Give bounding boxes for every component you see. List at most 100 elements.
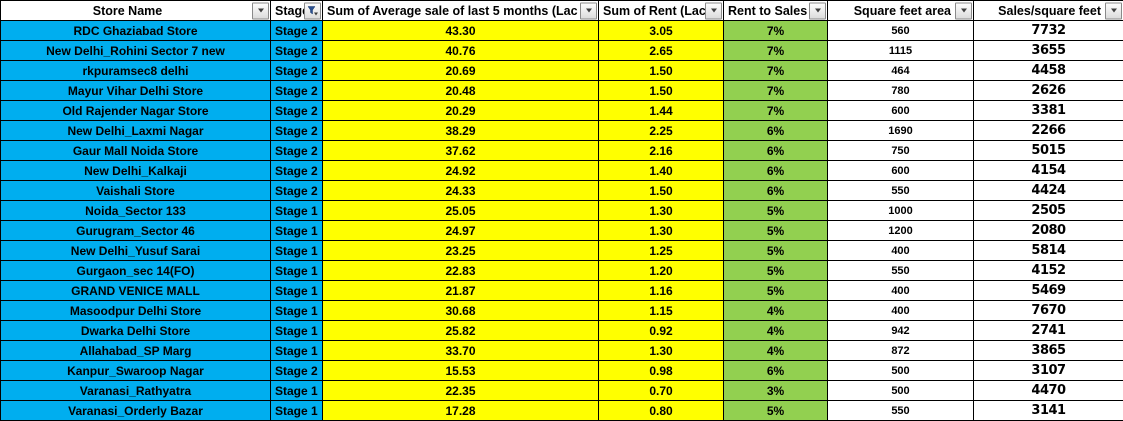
store-name-cell[interactable]: New Delhi_Rohini Sector 7 new <box>0 40 271 61</box>
square-feet-cell[interactable]: 942 <box>827 320 974 341</box>
avg-sale-cell[interactable]: 17.28 <box>322 400 599 421</box>
stage-cell[interactable]: Stage 2 <box>270 40 323 61</box>
avg-sale-cell[interactable]: 20.29 <box>322 100 599 121</box>
rent-to-sales-cell[interactable]: 4% <box>723 300 828 321</box>
rent-cell[interactable]: 1.50 <box>598 80 724 101</box>
rent-to-sales-cell[interactable]: 6% <box>723 160 828 181</box>
rent-cell[interactable]: 1.30 <box>598 340 724 361</box>
rent-cell[interactable]: 1.40 <box>598 160 724 181</box>
square-feet-cell[interactable]: 400 <box>827 240 974 261</box>
sales-per-sqft-cell[interactable]: 2080 <box>973 220 1123 241</box>
avg-sale-cell[interactable]: 37.62 <box>322 140 599 161</box>
rent-cell[interactable]: 2.16 <box>598 140 724 161</box>
rent-to-sales-cell[interactable]: 7% <box>723 60 828 81</box>
square-feet-cell[interactable]: 550 <box>827 180 974 201</box>
rent-cell[interactable]: 1.30 <box>598 220 724 241</box>
avg-sale-cell[interactable]: 24.33 <box>322 180 599 201</box>
stage-cell[interactable]: Stage 2 <box>270 60 323 81</box>
stage-cell[interactable]: Stage 2 <box>270 180 323 201</box>
store-name-cell[interactable]: Vaishali Store <box>0 180 271 201</box>
rent-cell[interactable]: 1.16 <box>598 280 724 301</box>
avg-sale-cell[interactable]: 30.68 <box>322 300 599 321</box>
rent-to-sales-cell[interactable]: 5% <box>723 260 828 281</box>
rent-to-sales-cell[interactable]: 7% <box>723 80 828 101</box>
store-name-cell[interactable]: Gurugram_Sector 46 <box>0 220 271 241</box>
store-name-cell[interactable]: Allahabad_SP Marg <box>0 340 271 361</box>
square-feet-cell[interactable]: 872 <box>827 340 974 361</box>
store-name-cell[interactable]: Mayur Vihar Delhi Store <box>0 80 271 101</box>
sales-per-sqft-cell[interactable]: 2626 <box>973 80 1123 101</box>
square-feet-cell[interactable]: 550 <box>827 400 974 421</box>
stage-cell[interactable]: Stage 2 <box>270 80 323 101</box>
filter-dropdown-button[interactable] <box>252 2 269 19</box>
square-feet-cell[interactable]: 400 <box>827 300 974 321</box>
rent-cell[interactable]: 1.15 <box>598 300 724 321</box>
store-name-cell[interactable]: Kanpur_Swaroop Nagar <box>0 360 271 381</box>
stage-cell[interactable]: Stage 2 <box>270 140 323 161</box>
avg-sale-cell[interactable]: 21.87 <box>322 280 599 301</box>
rent-cell[interactable]: 1.25 <box>598 240 724 261</box>
store-name-cell[interactable]: New Delhi_Kalkaji <box>0 160 271 181</box>
store-name-cell[interactable]: rkpuramsec8 delhi <box>0 60 271 81</box>
store-name-cell[interactable]: New Delhi_Laxmi Nagar <box>0 120 271 141</box>
rent-cell[interactable]: 2.65 <box>598 40 724 61</box>
avg-sale-cell[interactable]: 15.53 <box>322 360 599 381</box>
avg-sale-cell[interactable]: 24.97 <box>322 220 599 241</box>
filter-active-button[interactable] <box>304 2 321 19</box>
stage-cell[interactable]: Stage 2 <box>270 20 323 41</box>
rent-to-sales-cell[interactable]: 5% <box>723 280 828 301</box>
sales-per-sqft-cell[interactable]: 4458 <box>973 60 1123 81</box>
stage-cell[interactable]: Stage 1 <box>270 220 323 241</box>
avg-sale-cell[interactable]: 20.48 <box>322 80 599 101</box>
rent-to-sales-cell[interactable]: 4% <box>723 340 828 361</box>
rent-cell[interactable]: 1.44 <box>598 100 724 121</box>
sales-per-sqft-cell[interactable]: 7670 <box>973 300 1123 321</box>
sales-per-sqft-cell[interactable]: 4154 <box>973 160 1123 181</box>
rent-cell[interactable]: 0.80 <box>598 400 724 421</box>
sales-per-sqft-cell[interactable]: 5015 <box>973 140 1123 161</box>
store-name-cell[interactable]: GRAND VENICE MALL <box>0 280 271 301</box>
filter-dropdown-button[interactable] <box>809 2 826 19</box>
sales-per-sqft-cell[interactable]: 4152 <box>973 260 1123 281</box>
stage-cell[interactable]: Stage 2 <box>270 100 323 121</box>
stage-cell[interactable]: Stage 1 <box>270 320 323 341</box>
sales-per-sqft-cell[interactable]: 3141 <box>973 400 1123 421</box>
rent-cell[interactable]: 1.50 <box>598 60 724 81</box>
sales-per-sqft-cell[interactable]: 4470 <box>973 380 1123 401</box>
square-feet-cell[interactable]: 500 <box>827 380 974 401</box>
rent-cell[interactable]: 2.25 <box>598 120 724 141</box>
rent-to-sales-cell[interactable]: 5% <box>723 220 828 241</box>
store-name-cell[interactable]: New Delhi_Yusuf Sarai <box>0 240 271 261</box>
rent-to-sales-cell[interactable]: 3% <box>723 380 828 401</box>
store-name-cell[interactable]: Old Rajender Nagar Store <box>0 100 271 121</box>
rent-to-sales-cell[interactable]: 5% <box>723 200 828 221</box>
store-name-cell[interactable]: Varanasi_Orderly Bazar <box>0 400 271 421</box>
rent-to-sales-cell[interactable]: 5% <box>723 240 828 261</box>
square-feet-cell[interactable]: 550 <box>827 260 974 281</box>
filter-dropdown-button[interactable] <box>580 2 597 19</box>
square-feet-cell[interactable]: 1690 <box>827 120 974 141</box>
sales-per-sqft-cell[interactable]: 5469 <box>973 280 1123 301</box>
stage-cell[interactable]: Stage 2 <box>270 160 323 181</box>
rent-to-sales-cell[interactable]: 7% <box>723 40 828 61</box>
avg-sale-cell[interactable]: 24.92 <box>322 160 599 181</box>
stage-cell[interactable]: Stage 1 <box>270 260 323 281</box>
rent-to-sales-cell[interactable]: 4% <box>723 320 828 341</box>
store-name-cell[interactable]: Noida_Sector 133 <box>0 200 271 221</box>
filter-dropdown-button[interactable] <box>1105 2 1122 19</box>
rent-to-sales-cell[interactable]: 7% <box>723 20 828 41</box>
square-feet-cell[interactable]: 1200 <box>827 220 974 241</box>
store-name-cell[interactable]: Dwarka Delhi Store <box>0 320 271 341</box>
store-name-cell[interactable]: RDC Ghaziabad Store <box>0 20 271 41</box>
stage-cell[interactable]: Stage 1 <box>270 200 323 221</box>
avg-sale-cell[interactable]: 22.35 <box>322 380 599 401</box>
square-feet-cell[interactable]: 750 <box>827 140 974 161</box>
avg-sale-cell[interactable]: 40.76 <box>322 40 599 61</box>
avg-sale-cell[interactable]: 25.82 <box>322 320 599 341</box>
sales-per-sqft-cell[interactable]: 5814 <box>973 240 1123 261</box>
rent-cell[interactable]: 0.92 <box>598 320 724 341</box>
square-feet-cell[interactable]: 1000 <box>827 200 974 221</box>
avg-sale-cell[interactable]: 43.30 <box>322 20 599 41</box>
rent-to-sales-cell[interactable]: 5% <box>723 400 828 421</box>
rent-cell[interactable]: 1.30 <box>598 200 724 221</box>
